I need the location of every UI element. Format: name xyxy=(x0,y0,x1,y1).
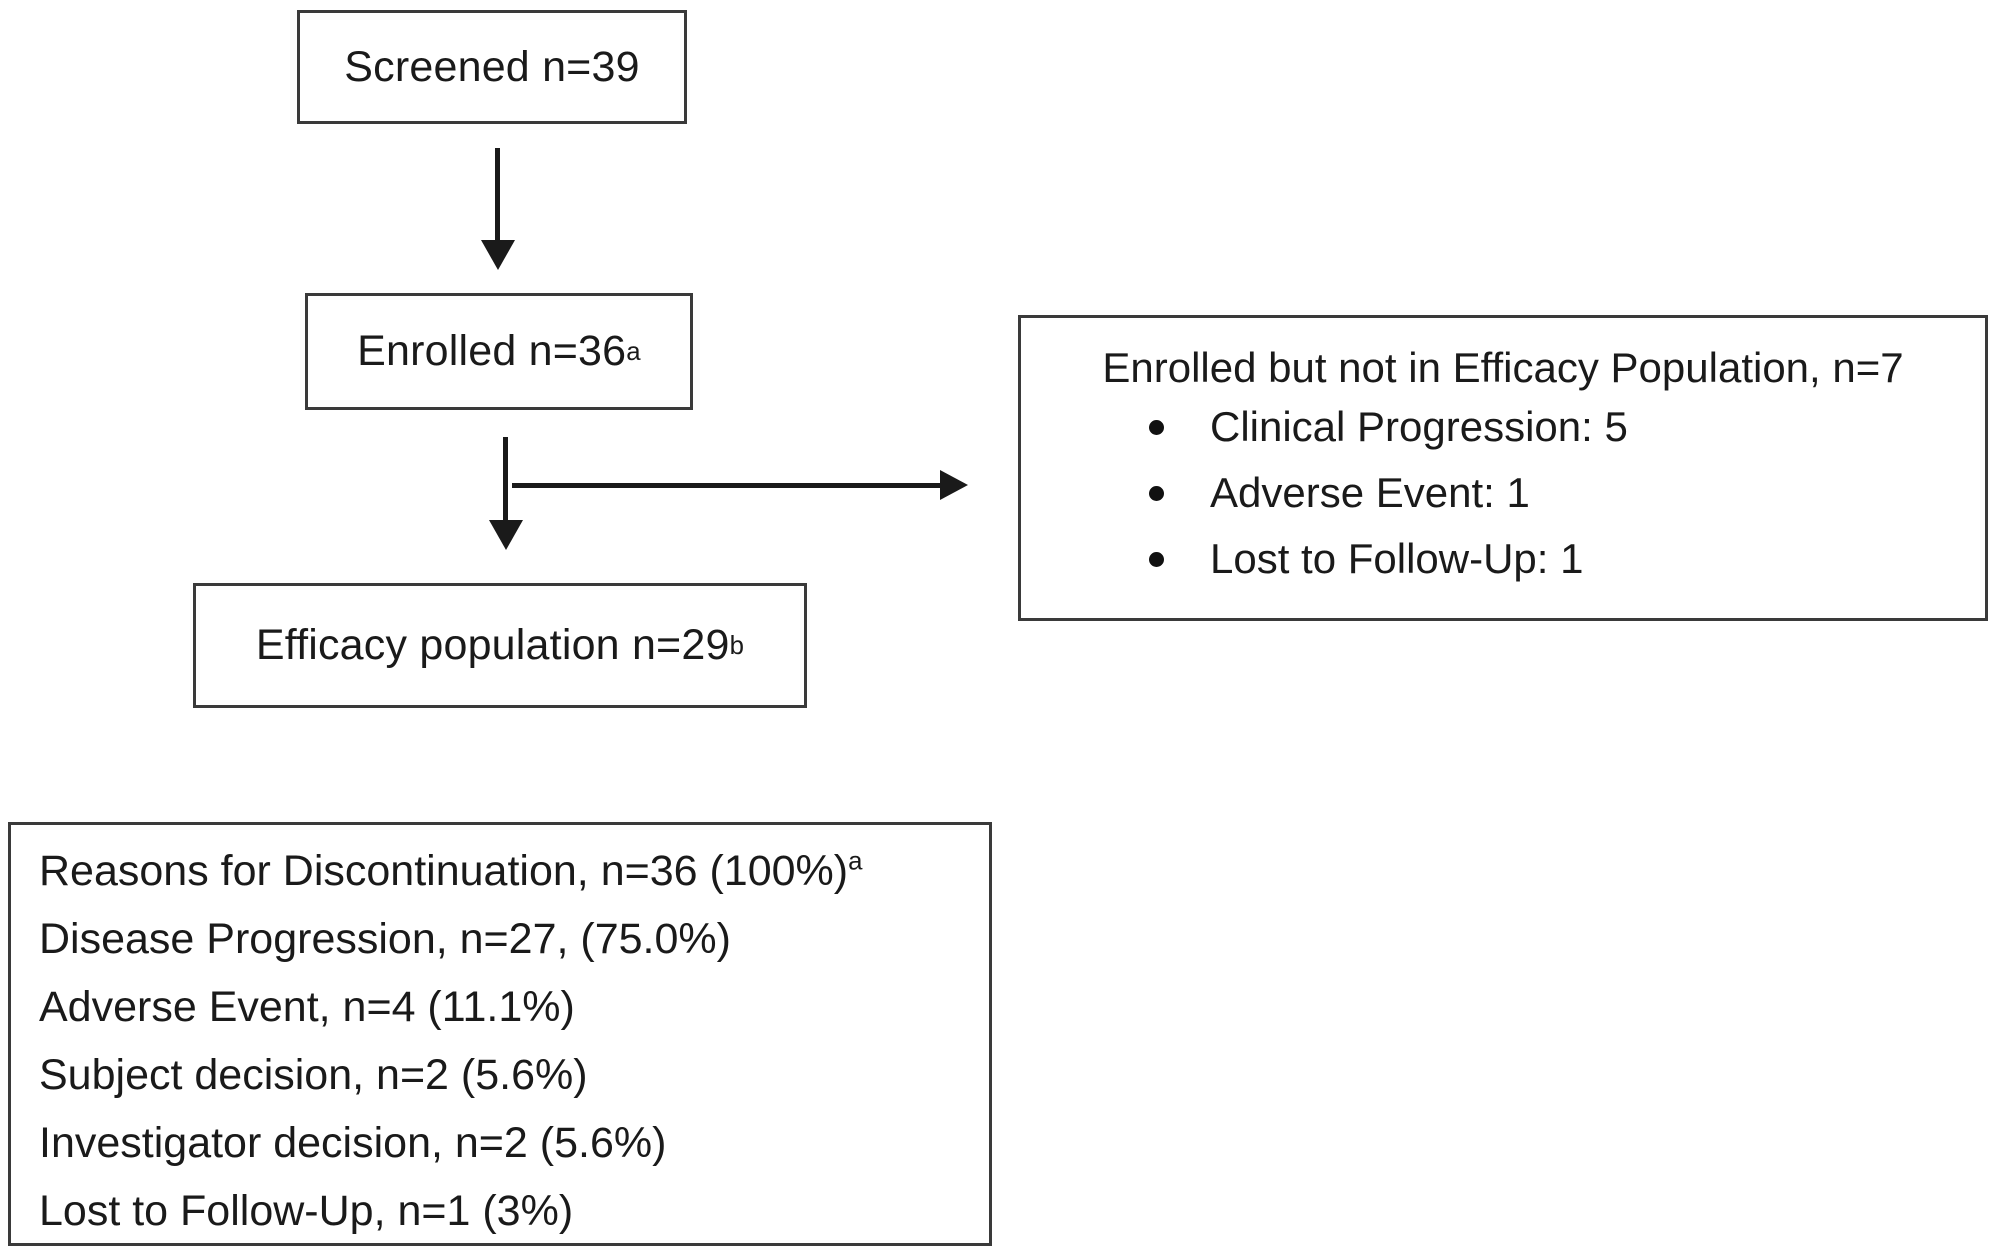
discontinuation-line: Subject decision, n=2 (5.6%) xyxy=(39,1041,961,1109)
excluded-box: Enrolled but not in Efficacy Population,… xyxy=(1018,315,1988,621)
enrolled-label: Enrolled n=36 xyxy=(357,327,627,375)
discontinuation-text: Lost to Follow-Up, n=1 (3%) xyxy=(39,1187,574,1235)
list-item: Clinical Progression: 5 xyxy=(1021,394,1985,460)
efficacy-label: Efficacy population n=29 xyxy=(255,621,730,669)
excluded-bullet-label: Lost to Follow-Up: 1 xyxy=(1210,535,1584,582)
arrow-right-icon xyxy=(940,470,968,500)
excluded-bullet-label: Adverse Event: 1 xyxy=(1210,469,1530,516)
enrolled-box: Enrolled n=36 a xyxy=(305,293,693,410)
bullet-icon xyxy=(1149,419,1164,435)
efficacy-population-box: Efficacy population n=29 b xyxy=(193,583,807,708)
excluded-bullet-label: Clinical Progression: 5 xyxy=(1210,403,1628,450)
discontinuation-text: Investigator decision, n=2 (5.6%) xyxy=(39,1119,667,1167)
discontinuation-line: Lost to Follow-Up, n=1 (3%) xyxy=(39,1177,961,1245)
arrow-down-line xyxy=(495,148,500,244)
discontinuation-line: Reasons for Discontinuation, n=36 (100%)… xyxy=(39,837,961,905)
discontinuation-text: Subject decision, n=2 (5.6%) xyxy=(39,1051,588,1099)
discontinuation-box: Reasons for Discontinuation, n=36 (100%)… xyxy=(8,822,992,1246)
arrow-right-line xyxy=(512,483,942,488)
discontinuation-line: Disease Progression, n=27, (75.0%) xyxy=(39,905,961,973)
discontinuation-superscript: a xyxy=(848,847,863,876)
arrow-down-line xyxy=(503,437,508,523)
discontinuation-text: Adverse Event, n=4 (11.1%) xyxy=(39,983,575,1031)
arrow-down-icon xyxy=(481,240,515,270)
bullet-icon xyxy=(1149,551,1164,567)
bullet-icon xyxy=(1149,485,1164,501)
excluded-title: Enrolled but not in Efficacy Population,… xyxy=(1102,344,1904,391)
list-item: Adverse Event: 1 xyxy=(1021,460,1985,526)
list-item: Lost to Follow-Up: 1 xyxy=(1021,526,1985,592)
discontinuation-text: Disease Progression, n=27, (75.0%) xyxy=(39,915,731,963)
discontinuation-text: Reasons for Discontinuation, n=36 (100%) xyxy=(39,847,849,895)
arrow-down-icon xyxy=(489,520,523,550)
screened-box: Screened n=39 xyxy=(297,10,687,124)
screened-label: Screened n=39 xyxy=(344,42,640,91)
discontinuation-line: Adverse Event, n=4 (11.1%) xyxy=(39,973,961,1041)
discontinuation-line: Investigator decision, n=2 (5.6%) xyxy=(39,1109,961,1177)
